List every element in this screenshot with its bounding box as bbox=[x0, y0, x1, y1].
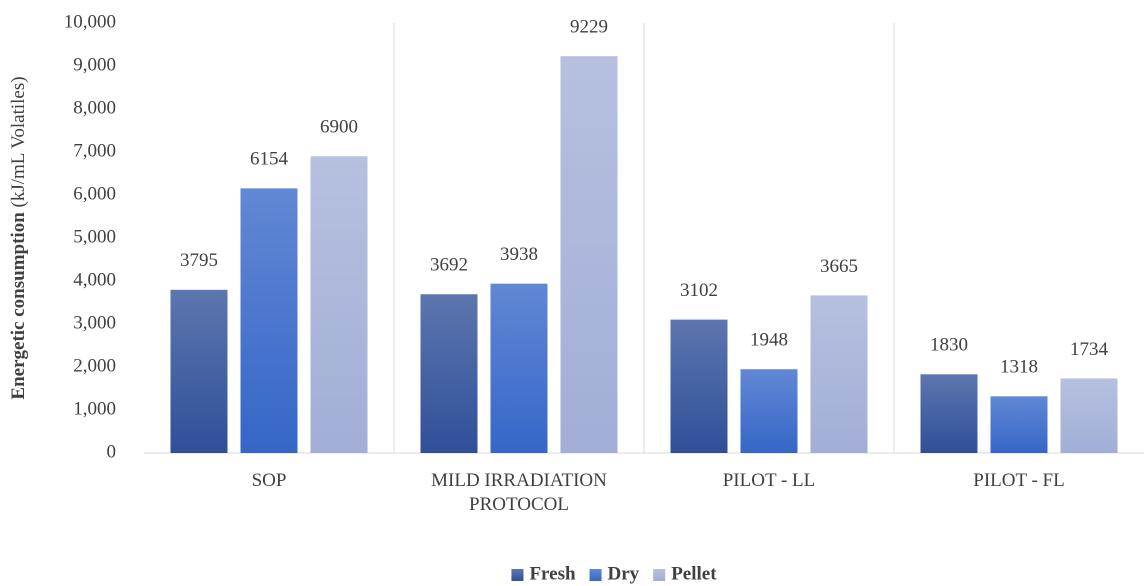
bar bbox=[490, 283, 548, 453]
data-label: 1318 bbox=[1000, 357, 1038, 378]
bar bbox=[740, 369, 798, 453]
data-label: 6154 bbox=[250, 149, 289, 170]
y-tick-label: 6,000 bbox=[73, 183, 116, 204]
bar bbox=[920, 374, 978, 453]
bar bbox=[1060, 378, 1118, 453]
data-label: 3102 bbox=[680, 280, 718, 301]
y-tick-label: 0 bbox=[107, 441, 117, 462]
y-axis-label: Energetic consumption bbox=[8, 212, 29, 400]
y-tick-label: 8,000 bbox=[73, 97, 116, 118]
legend-swatch bbox=[653, 569, 666, 581]
legend-swatch bbox=[511, 569, 524, 581]
x-tick-label: MILD IRRADIATION PROTOCOL bbox=[431, 470, 607, 515]
data-label: 9229 bbox=[570, 17, 608, 38]
data-label: 1830 bbox=[930, 335, 968, 356]
legend-label: Dry bbox=[608, 563, 640, 584]
y-axis-unit: (kJ/mL Volatiles) bbox=[8, 76, 29, 207]
data-label: 6900 bbox=[320, 117, 358, 138]
y-tick-label: 9,000 bbox=[73, 54, 116, 75]
data-label: 3692 bbox=[430, 255, 468, 276]
data-label: 3665 bbox=[820, 256, 858, 277]
data-label: 1734 bbox=[1070, 339, 1109, 360]
bar bbox=[990, 396, 1048, 453]
data-label: 3938 bbox=[500, 244, 538, 265]
y-tick-label: 3,000 bbox=[73, 312, 116, 333]
bar bbox=[310, 156, 368, 454]
y-tick-label: 5,000 bbox=[73, 226, 116, 247]
bar bbox=[670, 319, 728, 453]
data-label: 3795 bbox=[180, 250, 218, 271]
legend-swatch bbox=[589, 569, 602, 581]
bar bbox=[810, 295, 868, 453]
legend-label: Pellet bbox=[671, 563, 717, 584]
y-tick-label: 10,000 bbox=[64, 11, 116, 32]
x-tick-label: PILOT - FL bbox=[973, 470, 1065, 491]
bar bbox=[560, 56, 618, 453]
y-tick-label: 1,000 bbox=[73, 398, 116, 419]
bar bbox=[170, 289, 228, 453]
y-axis-title: Energetic consumption (kJ/mL Volatiles) bbox=[8, 76, 29, 399]
y-tick-label: 4,000 bbox=[73, 269, 116, 290]
x-tick-label: PILOT - LL bbox=[722, 470, 816, 491]
data-label: 1948 bbox=[750, 330, 788, 351]
y-tick-label: 2,000 bbox=[73, 355, 116, 376]
x-tick-label: SOP bbox=[251, 470, 287, 491]
bar bbox=[240, 188, 298, 454]
bar bbox=[420, 294, 478, 453]
legend-label: Fresh bbox=[529, 563, 576, 584]
y-tick-label: 7,000 bbox=[73, 140, 116, 161]
